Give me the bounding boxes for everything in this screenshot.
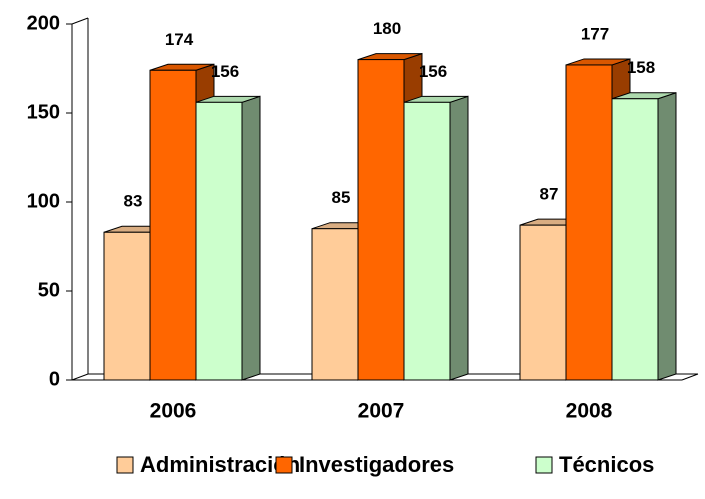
y-tick-label: 100: [27, 190, 60, 212]
value-label: 156: [419, 62, 447, 81]
wall-top: [71, 17, 89, 25]
bar: [611, 98, 659, 381]
floor-edge: [681, 373, 699, 381]
bar: [149, 69, 197, 381]
value-label: 85: [332, 188, 351, 207]
legend-swatch: [535, 456, 553, 474]
x-tick-label: 2008: [566, 400, 613, 423]
value-label: 83: [124, 192, 143, 211]
bar: [357, 59, 405, 381]
value-label: 180: [373, 19, 401, 38]
x-tick-label: 2006: [150, 400, 197, 423]
bar-side: [657, 92, 677, 381]
y-tick-label: 150: [27, 101, 60, 123]
legend-label: Investigadores: [299, 452, 454, 477]
bar-side: [449, 95, 469, 381]
y-tick-label: 200: [27, 12, 60, 34]
legend-swatch: [275, 456, 293, 474]
y-tick-label: 50: [38, 279, 60, 301]
legend-label: Técnicos: [559, 452, 654, 477]
bar: [103, 231, 151, 381]
bar: [565, 64, 613, 381]
value-label: 87: [540, 185, 559, 204]
bar: [311, 228, 359, 381]
bar: [195, 101, 243, 381]
floor-edge: [71, 373, 89, 381]
bar: [519, 224, 567, 381]
y-tick-label: 0: [49, 368, 60, 390]
x-tick-label: 2007: [358, 400, 405, 423]
value-label: 177: [581, 24, 609, 43]
bar: [403, 101, 451, 381]
legend-label: Administración: [140, 452, 300, 477]
legend-swatch: [116, 456, 134, 474]
bar-side: [241, 95, 261, 381]
value-label: 158: [627, 58, 655, 77]
value-label: 174: [165, 30, 194, 49]
value-label: 156: [211, 62, 239, 81]
